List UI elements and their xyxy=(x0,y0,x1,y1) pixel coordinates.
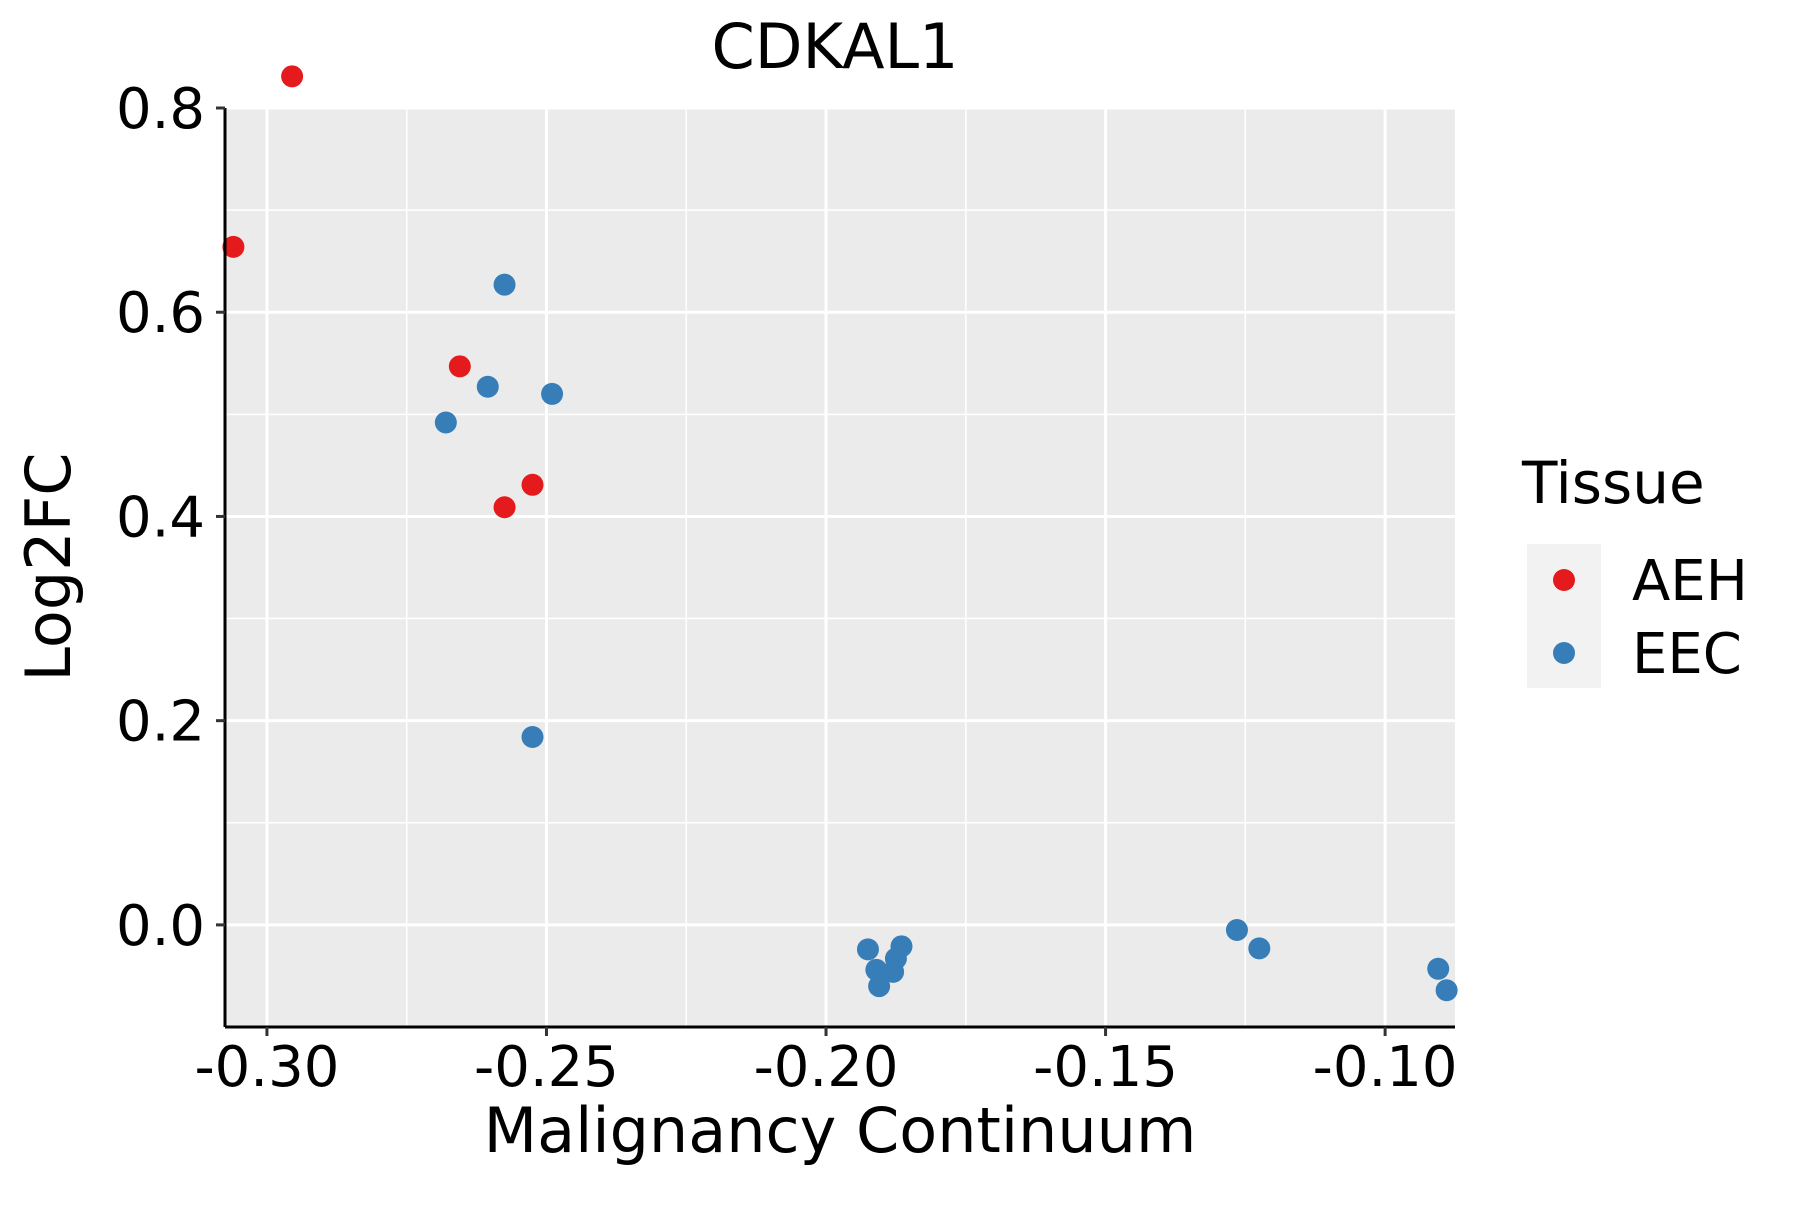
plot-panel-background xyxy=(225,108,1455,1027)
data-point-eec xyxy=(476,375,499,398)
y-tick-label: 0.8 xyxy=(116,77,205,142)
data-point-eec xyxy=(1435,979,1458,1002)
chart-title: CDKAL1 xyxy=(711,10,958,83)
major-gridlines xyxy=(225,106,1455,1027)
data-point-eec xyxy=(1225,918,1248,941)
data-point-eec xyxy=(434,411,457,434)
minor-gridlines xyxy=(225,108,1455,1027)
data-point-aeh xyxy=(448,355,471,378)
x-tick-label: -0.20 xyxy=(754,1035,899,1100)
x-tick-label: -0.10 xyxy=(1313,1035,1458,1100)
data-point-eec xyxy=(868,975,891,998)
legend: Tissue AEH EEC xyxy=(1521,449,1748,688)
data-point-eec xyxy=(493,273,516,296)
x-tick-label: -0.15 xyxy=(1033,1035,1178,1100)
x-axis-ticks: -0.30 -0.25 -0.20 -0.15 -0.10 xyxy=(194,1027,1458,1100)
y-tick-label: 0.0 xyxy=(116,894,205,959)
legend-label-aeh: AEH xyxy=(1632,549,1748,614)
data-point-aeh xyxy=(521,473,544,496)
data-point-eec xyxy=(1248,937,1271,960)
x-tick-label: -0.30 xyxy=(194,1035,339,1100)
legend-key-background xyxy=(1527,544,1601,688)
y-axis-title: Log2FC xyxy=(12,452,85,681)
data-point-eec xyxy=(521,726,544,749)
data-point-aeh xyxy=(222,235,245,258)
x-tick-label: -0.25 xyxy=(474,1035,619,1100)
data-point-eec xyxy=(865,958,888,981)
x-axis-title: Malignancy Continuum xyxy=(484,1094,1197,1167)
data-point-eec xyxy=(890,935,913,958)
data-point-aeh xyxy=(493,496,516,519)
legend-key-eec xyxy=(1553,642,1575,664)
data-point-eec xyxy=(856,938,879,961)
y-axis-ticks: 0.0 0.2 0.4 0.6 0.8 xyxy=(116,77,225,959)
legend-label-eec: EEC xyxy=(1632,622,1742,687)
legend-title: Tissue xyxy=(1521,449,1705,517)
data-point-eec xyxy=(1427,957,1450,980)
y-tick-label: 0.2 xyxy=(116,690,205,755)
legend-key-aeh xyxy=(1553,569,1575,591)
data-points xyxy=(222,65,1458,1002)
y-tick-label: 0.4 xyxy=(116,485,205,550)
y-tick-label: 0.6 xyxy=(116,281,205,346)
data-point-aeh xyxy=(281,65,304,88)
data-point-eec xyxy=(541,382,564,405)
